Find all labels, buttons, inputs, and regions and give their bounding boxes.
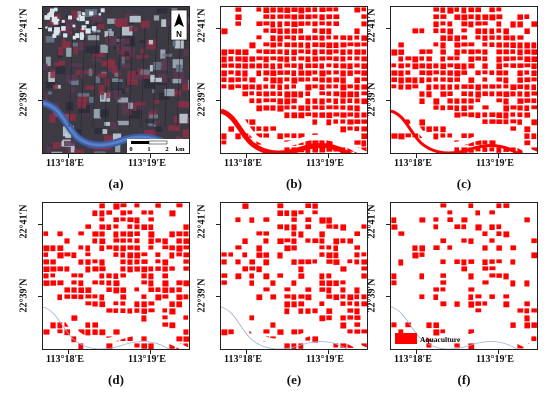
lon-label-right: 113°19′E bbox=[476, 354, 514, 365]
lon-label-left: 113°18′E bbox=[46, 354, 84, 365]
scale-tick-label: 2 bbox=[165, 146, 168, 153]
map-panel-d: 22°41′N 22°39′N 113°18′E 113°19′E (d) bbox=[19, 202, 196, 390]
lat-tick bbox=[38, 224, 42, 225]
scale-tick-label: 1 bbox=[147, 146, 150, 153]
classification-map: Aquaculture bbox=[391, 203, 537, 349]
satellite-image: N 0 1 2 km bbox=[43, 7, 189, 153]
scale-tick-label: 0 bbox=[129, 146, 132, 153]
lat-tick bbox=[386, 224, 390, 225]
scale-bar: 0 1 2 km bbox=[127, 139, 189, 153]
lat-tick bbox=[38, 296, 42, 297]
lat-label-top: 22°41′N bbox=[18, 8, 30, 43]
lat-label-mid: 22°39′N bbox=[196, 82, 208, 117]
north-letter: N bbox=[176, 30, 182, 39]
lat-label-top: 22°41′N bbox=[366, 204, 378, 239]
lat-label-mid: 22°39′N bbox=[366, 278, 378, 313]
lat-label-top: 22°41′N bbox=[196, 8, 208, 43]
lat-tick bbox=[386, 100, 390, 101]
lat-tick bbox=[216, 28, 220, 29]
lat-tick bbox=[386, 296, 390, 297]
classification-map bbox=[221, 203, 367, 349]
lon-tick bbox=[498, 350, 499, 354]
north-arrow-icon: N bbox=[170, 9, 188, 41]
lon-tick bbox=[150, 350, 151, 354]
lat-label-mid: 22°39′N bbox=[196, 278, 208, 313]
map-frame: Aquaculture bbox=[390, 202, 538, 350]
panel-label: (c) bbox=[456, 176, 472, 191]
lon-tick bbox=[416, 350, 417, 354]
lon-tick bbox=[328, 154, 329, 158]
classification-map bbox=[43, 203, 189, 349]
scale-unit: km bbox=[175, 146, 185, 153]
lat-label-top: 22°41′N bbox=[18, 204, 30, 239]
lon-tick bbox=[416, 154, 417, 158]
map-frame bbox=[220, 6, 368, 154]
panel-label: (e) bbox=[286, 372, 302, 387]
lon-label-left: 113°18′E bbox=[224, 158, 262, 169]
lon-tick bbox=[68, 350, 69, 354]
lat-label-mid: 22°39′N bbox=[18, 82, 30, 117]
classification-map bbox=[391, 7, 537, 153]
map-panel-a: N 0 1 2 km 22°41′N 22°39′N 113°18′E 113°19′E (a) bbox=[19, 6, 196, 194]
lat-tick bbox=[216, 296, 220, 297]
legend: Aquaculture bbox=[395, 333, 461, 344]
lon-label-right: 113°19′E bbox=[128, 354, 166, 365]
lon-tick bbox=[246, 350, 247, 354]
lat-tick bbox=[386, 28, 390, 29]
lat-tick bbox=[216, 224, 220, 225]
lat-tick bbox=[38, 100, 42, 101]
map-frame bbox=[390, 6, 538, 154]
lon-tick bbox=[328, 350, 329, 354]
lat-label-mid: 22°39′N bbox=[366, 82, 378, 117]
map-frame bbox=[42, 202, 190, 350]
panel-label: (a) bbox=[108, 176, 124, 191]
lon-tick bbox=[150, 154, 151, 158]
lat-label-top: 22°41′N bbox=[366, 8, 378, 43]
panel-label: (f) bbox=[457, 372, 471, 387]
classification-map bbox=[221, 7, 367, 153]
panel-label: (b) bbox=[286, 176, 302, 191]
lat-label-top: 22°41′N bbox=[196, 204, 208, 239]
panel-label: (d) bbox=[108, 372, 124, 387]
map-panel-b: 22°41′N 22°39′N 113°18′E 113°19′E (b) bbox=[197, 6, 374, 194]
lat-tick bbox=[38, 28, 42, 29]
lon-label-left: 113°18′E bbox=[394, 158, 432, 169]
map-panel-c: 22°41′N 22°39′N 113°18′E 113°19′E (c) bbox=[367, 6, 544, 194]
map-panel-f: Aquaculture 22°41′N 22°39′N 113°18′E 113°19′… bbox=[367, 202, 544, 390]
map-frame: N 0 1 2 km bbox=[42, 6, 190, 154]
map-frame bbox=[220, 202, 368, 350]
lon-label-left: 113°18′E bbox=[224, 354, 262, 365]
lat-label-mid: 22°39′N bbox=[18, 278, 30, 313]
lat-tick bbox=[216, 100, 220, 101]
lon-label-right: 113°19′E bbox=[306, 354, 344, 365]
lon-label-left: 113°18′E bbox=[46, 158, 84, 169]
lon-label-left: 113°18′E bbox=[394, 354, 432, 365]
legend-label: Aquaculture bbox=[420, 335, 461, 344]
lon-tick bbox=[498, 154, 499, 158]
map-panel-e: 22°41′N 22°39′N 113°18′E 113°19′E (e) bbox=[197, 202, 374, 390]
lon-label-right: 113°19′E bbox=[476, 158, 514, 169]
lon-tick bbox=[246, 154, 247, 158]
lon-label-right: 113°19′E bbox=[128, 158, 166, 169]
lon-tick bbox=[68, 154, 69, 158]
lon-label-right: 113°19′E bbox=[306, 158, 344, 169]
